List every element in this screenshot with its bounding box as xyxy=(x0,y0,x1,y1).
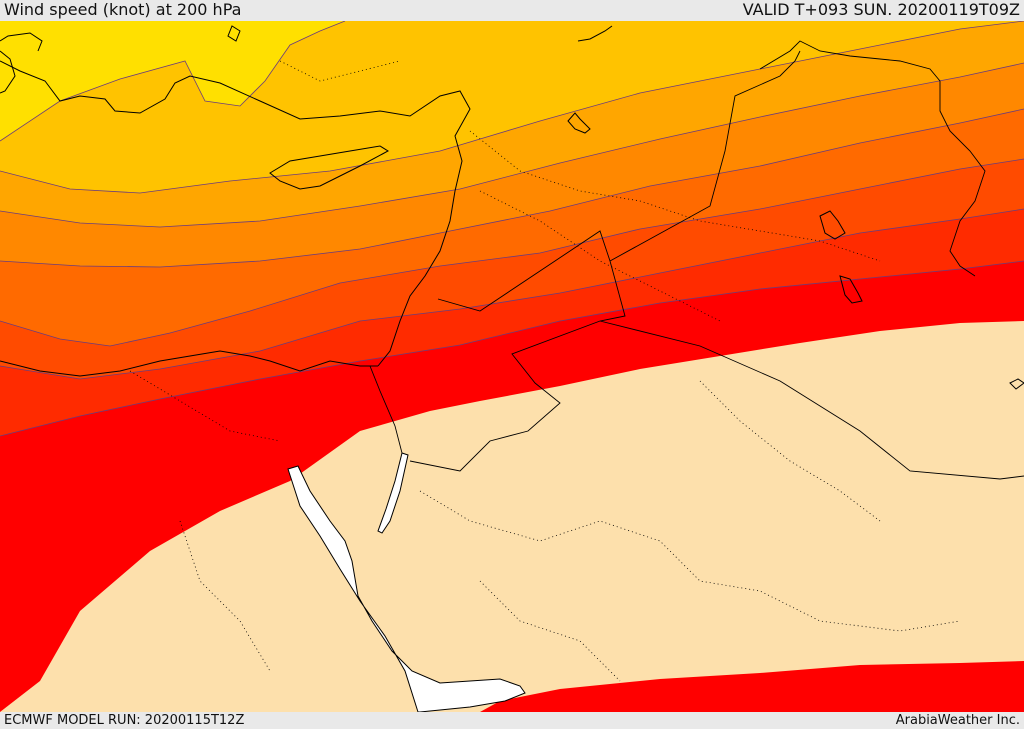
map-area[interactable] xyxy=(0,21,1024,712)
model-run: ECMWF MODEL RUN: 20200115T12Z xyxy=(4,713,245,728)
coastlines xyxy=(0,25,1024,390)
wind-speed-map xyxy=(0,21,1024,712)
isotach-lines xyxy=(0,21,1024,437)
map-title: Wind speed (knot) at 200 hPa xyxy=(4,0,242,19)
gulf-of-aqaba xyxy=(377,452,409,534)
admin-boundaries xyxy=(129,60,961,682)
header-bar: Wind speed (knot) at 200 hPa VALID T+093… xyxy=(0,0,1024,21)
footer-bar: ECMWF MODEL RUN: 20200115T12Z ArabiaWeat… xyxy=(0,712,1024,729)
low-wind-area xyxy=(0,321,1024,712)
valid-time: VALID T+093 SUN. 20200119T09Z xyxy=(742,0,1020,19)
borders xyxy=(369,40,1024,480)
brand-credit: ArabiaWeather Inc. xyxy=(895,713,1020,728)
red-sea xyxy=(287,465,526,712)
